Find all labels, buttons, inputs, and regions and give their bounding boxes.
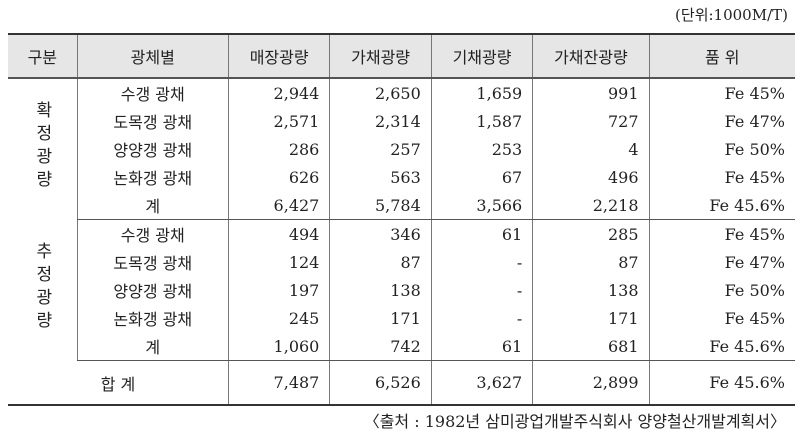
body-cell: 171 [329,304,432,332]
body-cell: 1,060 [227,332,330,361]
group-label-text: 추정광량 [31,242,52,334]
body-cell: 285 [532,219,650,248]
header-cell: 품 위 [648,33,795,79]
table-row: 계 6,427 5,784 3,566 2,218 Fe 45.6% [8,191,795,220]
table-body: 확정광량 수갱 광채 2,944 2,650 1,659 991 Fe 45% 도목갱 광채 2… [8,78,795,406]
body-cell: 87 [329,248,432,276]
body-cell: 2,944 [227,78,330,107]
body-cell: 991 [532,78,650,107]
body-name: 양양갱 광채 [76,135,229,163]
total-cell: 6,526 [329,360,432,406]
body-cell: Fe 45% [648,304,795,332]
header-cell: 구분 [8,33,78,79]
body-cell: 2,314 [329,107,432,135]
body-cell: 346 [329,219,432,248]
total-cell: 2,899 [532,360,650,406]
body-cell: 1,659 [430,78,533,107]
body-name: 양양갱 광채 [76,276,229,304]
body-cell: 1,587 [430,107,533,135]
body-cell: 138 [329,276,432,304]
total-cell: 3,627 [430,360,533,406]
total-cell: 7,487 [227,360,330,406]
body-name: 수갱 광채 [76,78,229,107]
body-cell: 4 [532,135,650,163]
table-row: 양양갱 광채 286 257 253 4 Fe 50% [8,135,795,163]
group-label: 확정광량 [8,78,77,220]
header-cell: 가채광량 [329,33,432,79]
data-table: 구분 광체별 매장광량 가채광량 기채광량 가채잔광량 품 위 확정광량 수갱 광채 2,944… [8,33,795,406]
header-cell: 기채광량 [430,33,533,79]
body-cell: 742 [329,332,432,361]
body-cell: 727 [532,107,650,135]
body-cell: 2,218 [532,191,650,220]
body-name: 도목갱 광채 [76,107,229,135]
table-row: 양양갱 광채 197 138-138 Fe 50% [8,276,795,304]
body-cell: 494 [227,219,330,248]
body-cell: 626 [227,163,330,191]
body-cell: 286 [227,135,330,163]
body-cell: Fe 50% [648,135,795,163]
body-cell: 253 [430,135,533,163]
body-cell: - [430,304,533,332]
header-row: 구분 광체별 매장광량 가채광량 기채광량 가채잔광량 품 위 [8,33,795,79]
header-cell: 광체별 [76,33,229,79]
body-cell: 171 [532,304,650,332]
body-cell: Fe 47% [648,107,795,135]
source-note: 〈출처 : 1982년 삼미광업개발주식회사 양양철산개발계획서〉 [363,412,786,431]
body-cell: Fe 45% [648,78,795,107]
body-cell: 245 [227,304,330,332]
body-cell: 257 [329,135,432,163]
body-name: 수갱 광채 [76,219,229,248]
total-label: 합 계 [8,360,229,406]
table-row: 도목갱 광채 2,571 2,314 1,587 727 Fe 47% [8,107,795,135]
total-cell: Fe 45.6% [648,360,795,406]
body-cell: 2,650 [329,78,432,107]
body-cell: 197 [227,276,330,304]
table-row: 확정광량 수갱 광채 2,944 2,650 1,659 991 Fe 45% [8,78,795,193]
body-cell: Fe 47% [648,248,795,276]
table-row: 논화갱 광채 626 563 67 496 Fe 45% [8,163,795,191]
body-cell: 496 [532,163,650,191]
total-row: 합 계 7,487 6,526 3,627 2,899 Fe 45.6% [8,360,795,406]
body-cell: Fe 45% [648,163,795,191]
body-name: 논화갱 광채 [76,304,229,332]
body-cell: 563 [329,163,432,191]
table-row: 도목갱 광채 124 87-87 Fe 47% [8,248,795,276]
body-cell: Fe 45.6% [648,332,795,361]
body-cell: 61 [430,219,533,248]
body-cell: Fe 45.6% [648,191,795,220]
body-cell: Fe 45% [648,219,795,248]
body-cell: 138 [532,276,650,304]
table-row: 계 1,060 742 61 681 Fe 45.6% [8,332,795,361]
body-cell: 2,571 [227,107,330,135]
group-label: 추정광량 [8,220,77,361]
body-cell: Fe 50% [648,276,795,304]
header-cell: 가채잔광량 [532,33,650,79]
body-cell: 6,427 [227,191,330,220]
body-cell: 5,784 [329,191,432,220]
body-cell: 87 [532,248,650,276]
unit-label: (단위:1000M/T) [675,6,788,24]
body-cell: 61 [430,332,533,361]
body-cell: - [430,248,533,276]
body-cell: 67 [430,163,533,191]
body-cell: 681 [532,332,650,361]
body-cell: 3,566 [430,191,533,220]
body-name: 논화갱 광채 [76,163,229,191]
body-cell: - [430,276,533,304]
table-row: 추정광량 수갱 광채 494 346 61 285 Fe 45% [8,219,795,334]
group-label-text: 확정광량 [31,101,52,194]
table-row: 논화갱 광채 245 171-171 Fe 45% [8,304,795,332]
body-name: 계 [76,332,229,361]
body-name: 도목갱 광채 [76,248,229,276]
header-cell: 매장광량 [227,33,330,79]
body-cell: 124 [227,248,330,276]
body-name: 계 [76,191,229,220]
